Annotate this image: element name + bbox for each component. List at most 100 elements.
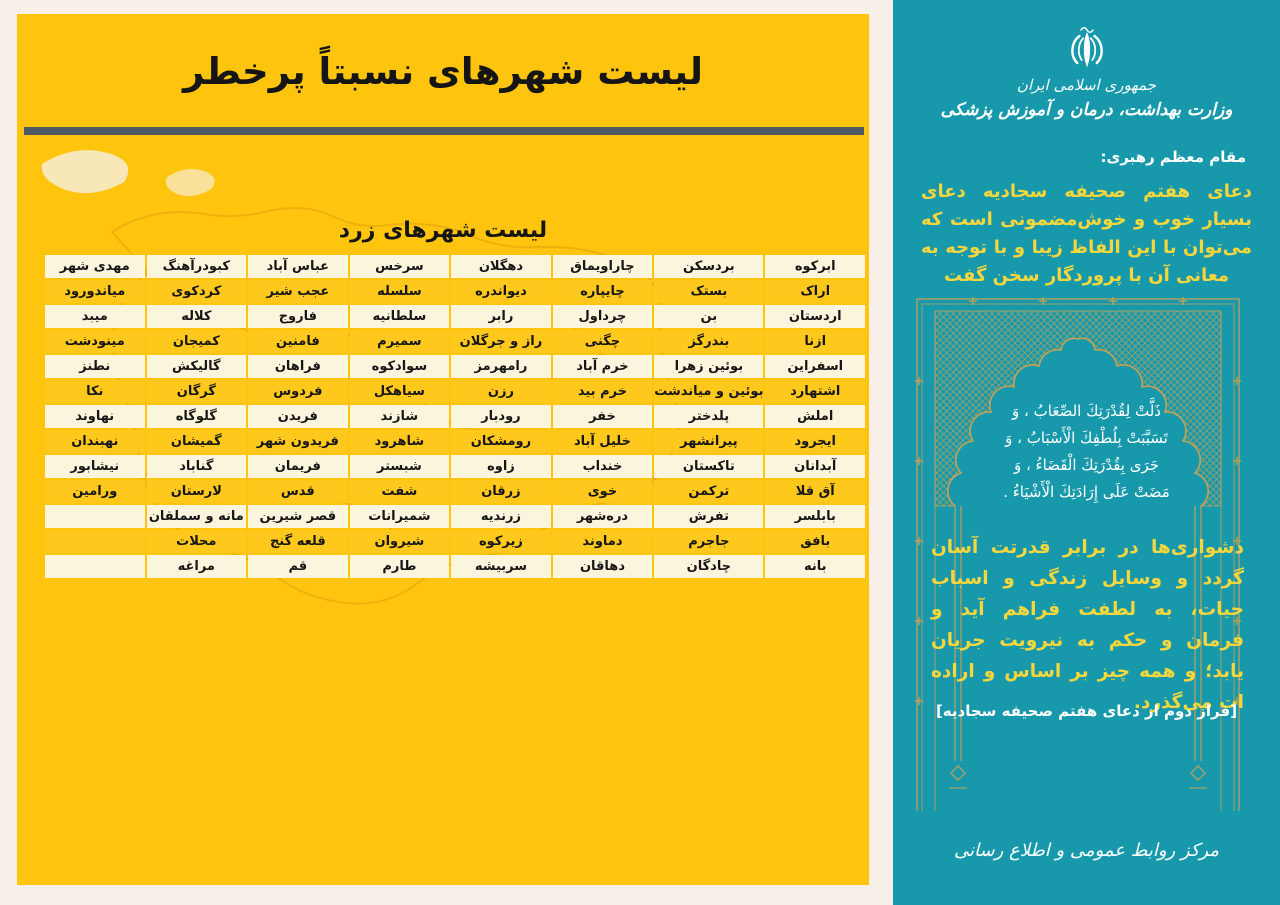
city-cell: کمیجان bbox=[146, 330, 247, 353]
city-cell: چرداول bbox=[552, 305, 653, 328]
city-cell: بن bbox=[654, 305, 764, 328]
city-cell: چگنی bbox=[552, 330, 653, 353]
city-cell bbox=[45, 505, 145, 528]
city-cell: نطنز bbox=[45, 355, 145, 378]
city-cell: زرندیه bbox=[451, 505, 551, 528]
city-cell: گلوگاه bbox=[146, 405, 247, 428]
city-cell: گناباد bbox=[146, 455, 247, 478]
city-cell: اراک bbox=[765, 280, 865, 303]
leader-label: مقام معظم رهبری: bbox=[1100, 148, 1246, 166]
city-cell: بستک bbox=[654, 280, 764, 303]
city-cell: کردکوی bbox=[146, 280, 247, 303]
city-cell: مهدی شهر bbox=[45, 255, 145, 278]
city-cell: عباس آباد bbox=[248, 255, 348, 278]
city-cell: ورامین bbox=[45, 480, 145, 503]
city-cell: بافق bbox=[765, 530, 865, 553]
city-cell: سرخس bbox=[349, 255, 450, 278]
city-cell: دماوند bbox=[552, 530, 653, 553]
city-cell: آبدانان bbox=[765, 455, 865, 478]
city-cell: ترکمن bbox=[654, 480, 764, 503]
city-cell: بوئین و میاندشت bbox=[654, 380, 764, 403]
city-cell: املش bbox=[765, 405, 865, 428]
city-cell: چادگان bbox=[654, 555, 764, 578]
ministry-panel: جمهوری اسلامی ایران وزارت بهداشت، درمان … bbox=[893, 0, 1280, 905]
yellow-risk-poster: لیست شهرهای نسبتاً پرخطر لیست شهرهای زرد… bbox=[17, 14, 869, 885]
city-cell: نهبندان bbox=[45, 430, 145, 453]
city-cell: آق قلا bbox=[765, 480, 865, 503]
city-cell: رابر bbox=[451, 305, 551, 328]
city-cell: تاکستان bbox=[654, 455, 764, 478]
city-cell: فراهان bbox=[248, 355, 348, 378]
arabic-prayer-line: جَرَى بِقُدْرَتِكَ الْقَضَاءُ ، وَ bbox=[1013, 456, 1160, 474]
city-cell: گمیشان bbox=[146, 430, 247, 453]
city-cell: مراغه bbox=[146, 555, 247, 578]
ministry-name: وزارت بهداشت، درمان و آموزش پزشکی bbox=[940, 100, 1233, 120]
city-cell: سمیرم bbox=[349, 330, 450, 353]
city-cell: شفت bbox=[349, 480, 450, 503]
city-cell: قلعه گنج bbox=[248, 530, 348, 553]
city-cell: بندرگز bbox=[654, 330, 764, 353]
city-cell: لارستان bbox=[146, 480, 247, 503]
city-cell: دیواندره bbox=[451, 280, 551, 303]
city-cell: خرم آباد bbox=[552, 355, 653, 378]
yellow-cities-subtitle: لیست شهرهای زرد bbox=[338, 218, 548, 243]
yellow-cities-table: ابرکوه بردسکن چاراویماق دهگلان سرخس عباس آباد… bbox=[45, 255, 865, 578]
city-cell: ابرکوه bbox=[765, 255, 865, 278]
city-cell: رودبار bbox=[451, 405, 551, 428]
city-cell: چایپاره bbox=[552, 280, 653, 303]
city-cell: عجب شیر bbox=[248, 280, 348, 303]
city-cell: بوئین زهرا bbox=[654, 355, 764, 378]
city-cell: گرگان bbox=[146, 380, 247, 403]
city-cell: مینودشت bbox=[45, 330, 145, 353]
city-cell: فریدن bbox=[248, 405, 348, 428]
city-cell: قدس bbox=[248, 480, 348, 503]
golden-arch-frame bbox=[914, 296, 1242, 811]
city-cell: قم bbox=[248, 555, 348, 578]
city-cell: شمیرانات bbox=[349, 505, 450, 528]
city-cell: چاراویماق bbox=[552, 255, 653, 278]
city-cell: اردستان bbox=[765, 305, 865, 328]
city-cell: خرم بید bbox=[552, 380, 653, 403]
city-cell: کلاله bbox=[146, 305, 247, 328]
city-cell: پلدختر bbox=[654, 405, 764, 428]
city-cell: بانه bbox=[765, 555, 865, 578]
city-cell: میاندورود bbox=[45, 280, 145, 303]
city-cell: سلسله bbox=[349, 280, 450, 303]
city-cell: اسفراین bbox=[765, 355, 865, 378]
city-cell: سوادکوه bbox=[349, 355, 450, 378]
city-cell: دهاقان bbox=[552, 555, 653, 578]
city-cell: مانه و سملقان bbox=[146, 505, 247, 528]
city-cell: زرقان bbox=[451, 480, 551, 503]
city-cell: خوی bbox=[552, 480, 653, 503]
city-cell: فردوس bbox=[248, 380, 348, 403]
city-cell: فریدون شهر bbox=[248, 430, 348, 453]
city-cell: سیاهکل bbox=[349, 380, 450, 403]
city-cell: رومشکان bbox=[451, 430, 551, 453]
iran-emblem-icon bbox=[1071, 27, 1103, 68]
city-cell: جاجرم bbox=[654, 530, 764, 553]
city-cell: طارم bbox=[349, 555, 450, 578]
city-cell: سربیشه bbox=[451, 555, 551, 578]
city-cell: دره‌شهر bbox=[552, 505, 653, 528]
city-cell: خلیل آباد bbox=[552, 430, 653, 453]
city-cell: ازنا bbox=[765, 330, 865, 353]
title-divider bbox=[24, 127, 864, 135]
city-cell: رزن bbox=[451, 380, 551, 403]
city-cell: شاهرود bbox=[349, 430, 450, 453]
city-cell: شبستر bbox=[349, 455, 450, 478]
city-cell: شازند bbox=[349, 405, 450, 428]
city-cell: خنداب bbox=[552, 455, 653, 478]
government-name: جمهوری اسلامی ایران bbox=[1016, 76, 1157, 94]
city-cell: زیرکوه bbox=[451, 530, 551, 553]
city-cell: بابلسر bbox=[765, 505, 865, 528]
city-cell: زاوه bbox=[451, 455, 551, 478]
leader-quote: دعای هفتم صحیفه سجادیه دعای بسیار خوب و … bbox=[921, 181, 1252, 286]
city-cell: نیشابور bbox=[45, 455, 145, 478]
city-cell: شیروان bbox=[349, 530, 450, 553]
city-cell: سلطانیه bbox=[349, 305, 450, 328]
city-cell: رامهرمز bbox=[451, 355, 551, 378]
city-cell: فاروج bbox=[248, 305, 348, 328]
page-title: لیست شهرهای نسبتاً پرخطر bbox=[182, 50, 704, 93]
city-cell: کبودرآهنگ bbox=[146, 255, 247, 278]
